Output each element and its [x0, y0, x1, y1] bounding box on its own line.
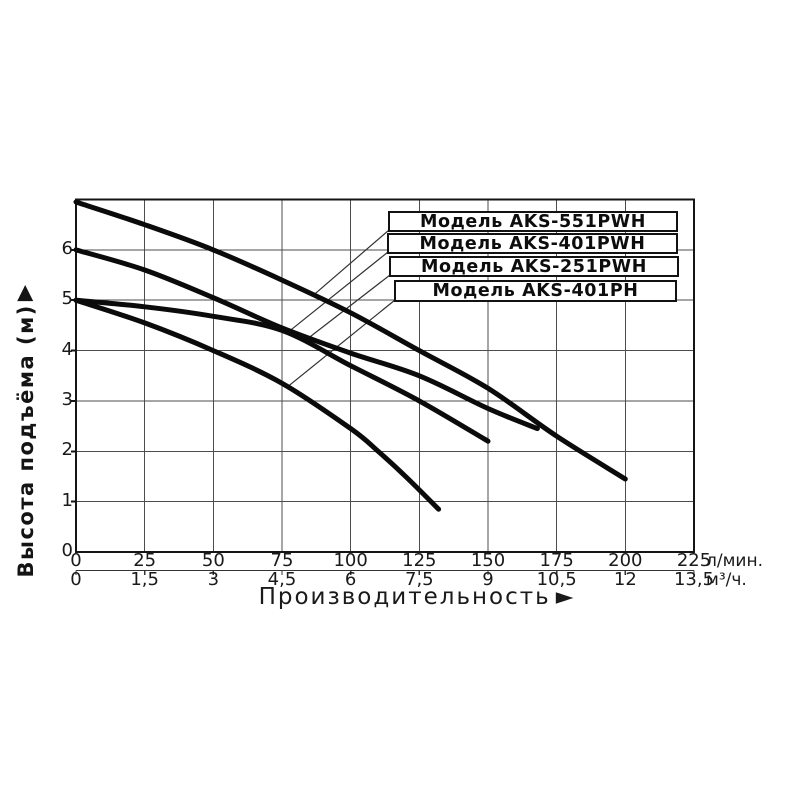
up-arrow-icon: ▲: [17, 279, 35, 304]
y-axis-title-text: Высота подъёма (м): [14, 304, 38, 578]
x-axis-unit-secondary: м³/ч.: [706, 570, 747, 590]
legend-leader-line: [289, 251, 389, 331]
legend-item-aks-551pwh: Модель AKS-551PWH: [388, 211, 678, 232]
curve-aks-401pwh: [73, 247, 540, 432]
legend-item-aks-401pwh: Модель AKS-401PWH: [387, 233, 678, 254]
secondary-axis-ruler: [75, 569, 695, 575]
right-arrow-icon: ►: [555, 584, 574, 610]
plot-frame: [74, 198, 696, 554]
curve-aks-251pwh: [73, 297, 491, 444]
legend-leader-line: [311, 229, 390, 297]
y-axis-title: Высота подъёма (м)▲: [14, 279, 38, 578]
x-axis-unit-primary: л/мин.: [706, 551, 763, 571]
x-axis-title: Производительность ►: [259, 584, 574, 610]
legend-item-aks-401ph: Модель AKS-401PH: [394, 280, 677, 302]
curve-aks-551pwh: [73, 199, 628, 482]
x-axis-title-text: Производительность: [258, 584, 551, 610]
legend-leader-line: [287, 299, 396, 388]
legend-item-aks-251pwh: Модель AKS-251PWH: [389, 256, 679, 277]
curve-aks-401ph: [73, 297, 442, 512]
